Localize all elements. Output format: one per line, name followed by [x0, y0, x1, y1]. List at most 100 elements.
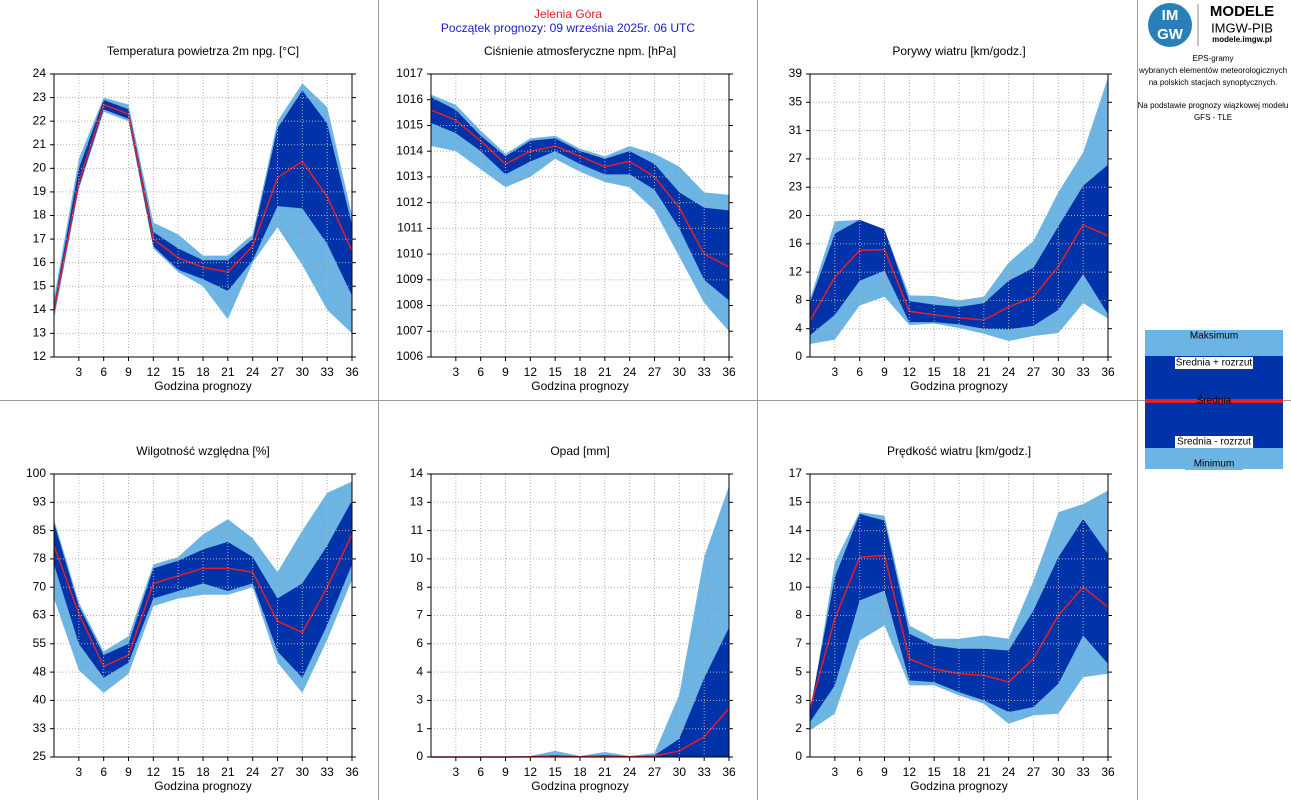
y-tick-label: 11 [411, 523, 424, 537]
y-tick-label: 1014 [396, 143, 423, 157]
x-tick-label: 9 [881, 765, 888, 779]
logo-mark: IM [1162, 7, 1179, 24]
x-tick-label: 33 [320, 365, 334, 379]
y-tick-label: 40 [33, 693, 47, 707]
legend-label-bg [1185, 458, 1243, 470]
x-tick-label: 30 [296, 365, 310, 379]
range-band [810, 77, 1108, 344]
x-tick-label: 36 [722, 365, 736, 379]
y-tick-label: 12 [33, 349, 47, 363]
y-tick-label: 35 [789, 94, 803, 108]
chart: Wilgotność względna [%]Godzina prognozy2… [26, 444, 359, 793]
y-tick-label: 12 [789, 264, 803, 278]
x-axis-label: Godzina prognozy [910, 379, 1007, 393]
x-tick-label: 12 [903, 365, 917, 379]
x-tick-label: 15 [171, 765, 185, 779]
legend-label: Średnia + rozrzut [1176, 356, 1253, 369]
y-tick-label: 1006 [396, 349, 423, 363]
y-tick-label: 55 [33, 636, 47, 650]
y-tick-label: 17 [33, 231, 47, 245]
legend: Maksimum Średnia + rozrzut Średnia Średnia … [1145, 330, 1283, 470]
x-tick-label: 18 [196, 365, 210, 379]
y-tick-label: 3 [795, 693, 802, 707]
x-tick-label: 30 [1052, 365, 1066, 379]
legend-label: Maksimum [1190, 331, 1238, 342]
x-tick-label: 6 [856, 765, 863, 779]
x-tick-label: 3 [452, 765, 459, 779]
y-tick-label: 15 [33, 278, 47, 292]
range-band [431, 94, 729, 332]
x-tick-label: 30 [296, 765, 310, 779]
chart: Porywy wiatru [km/godz.] Godzina prognozy… [789, 44, 1115, 393]
y-tick-label: 10 [410, 551, 424, 565]
station-name: Jelenia Góra [534, 7, 602, 21]
legend-label-bg [1175, 357, 1253, 369]
y-tick-label: 1015 [396, 118, 423, 132]
y-tick-label: 2 [795, 721, 802, 735]
spread-band [810, 164, 1108, 336]
spread-band [810, 513, 1108, 723]
x-tick-label: 3 [75, 365, 82, 379]
x-tick-label: 21 [598, 765, 612, 779]
y-tick-label: 19 [33, 184, 47, 198]
logo-circle [1148, 3, 1192, 47]
x-tick-label: 3 [75, 765, 82, 779]
y-tick-label: 5 [795, 664, 802, 678]
y-tick-label: 4 [795, 321, 802, 335]
spread-band [431, 627, 729, 757]
y-tick-label: 1008 [396, 298, 423, 312]
info-text: EPS-gramy [1193, 54, 1234, 63]
info-text: na polskich stacjach synoptycznych. [1149, 78, 1278, 87]
x-tick-label: 9 [502, 765, 509, 779]
x-tick-label: 3 [831, 765, 838, 779]
x-tick-label: 33 [1076, 765, 1090, 779]
chart: Temperatura powietrza 2m npg. [°C] Godzin… [33, 44, 359, 393]
y-tick-label: 1011 [397, 221, 423, 235]
y-tick-label: 14 [410, 466, 424, 480]
y-tick-label: 0 [416, 749, 423, 763]
x-axis-label: Godzina prognozy [531, 379, 628, 393]
y-tick-label: 0 [795, 349, 802, 363]
x-tick-label: 30 [1052, 765, 1066, 779]
y-tick-label: 27 [789, 151, 803, 165]
info-text: wybranych elementów meteorologicznych [1138, 66, 1287, 75]
y-tick-label: 15 [789, 494, 803, 508]
x-tick-label: 33 [1076, 365, 1090, 379]
y-tick-label: 21 [33, 137, 47, 151]
y-tick-label: 85 [33, 523, 47, 537]
x-tick-label: 27 [271, 365, 285, 379]
plot-frame [430, 73, 730, 358]
y-tick-label: 39 [789, 66, 803, 80]
chart-title: Wilgotność względna [%] [136, 444, 269, 458]
y-tick-label: 8 [795, 608, 802, 622]
chart-title: Prędkość wiatru [km/godz.] [887, 444, 1031, 458]
plot-frame [809, 73, 1109, 358]
y-tick-label: 93 [33, 494, 47, 508]
plot-frame [53, 473, 353, 758]
y-tick-label: 100 [26, 466, 46, 480]
y-tick-label: 16 [33, 255, 47, 269]
x-tick-label: 9 [881, 365, 888, 379]
logo-mark: GW [1157, 26, 1184, 43]
x-tick-label: 21 [221, 765, 235, 779]
x-tick-label: 36 [1101, 365, 1115, 379]
x-tick-label: 24 [623, 765, 637, 779]
legend-label-bg [1185, 330, 1243, 342]
x-tick-label: 15 [927, 765, 941, 779]
x-axis-label: Godzina prognozy [910, 779, 1007, 793]
x-tick-label: 9 [125, 365, 132, 379]
x-tick-label: 15 [548, 365, 562, 379]
y-tick-label: 13 [410, 494, 424, 508]
y-tick-label: 22 [33, 113, 47, 127]
x-tick-label: 24 [1002, 365, 1016, 379]
x-tick-label: 24 [246, 765, 260, 779]
y-tick-label: 1 [416, 721, 423, 735]
plot-frame [53, 73, 353, 358]
chart: Opad [mm]Godzina prognozy013467810111314… [410, 444, 736, 793]
x-tick-label: 6 [856, 365, 863, 379]
y-tick-label: 23 [789, 179, 803, 193]
x-tick-label: 33 [697, 765, 711, 779]
x-tick-label: 21 [598, 365, 612, 379]
y-tick-label: 8 [416, 579, 423, 593]
